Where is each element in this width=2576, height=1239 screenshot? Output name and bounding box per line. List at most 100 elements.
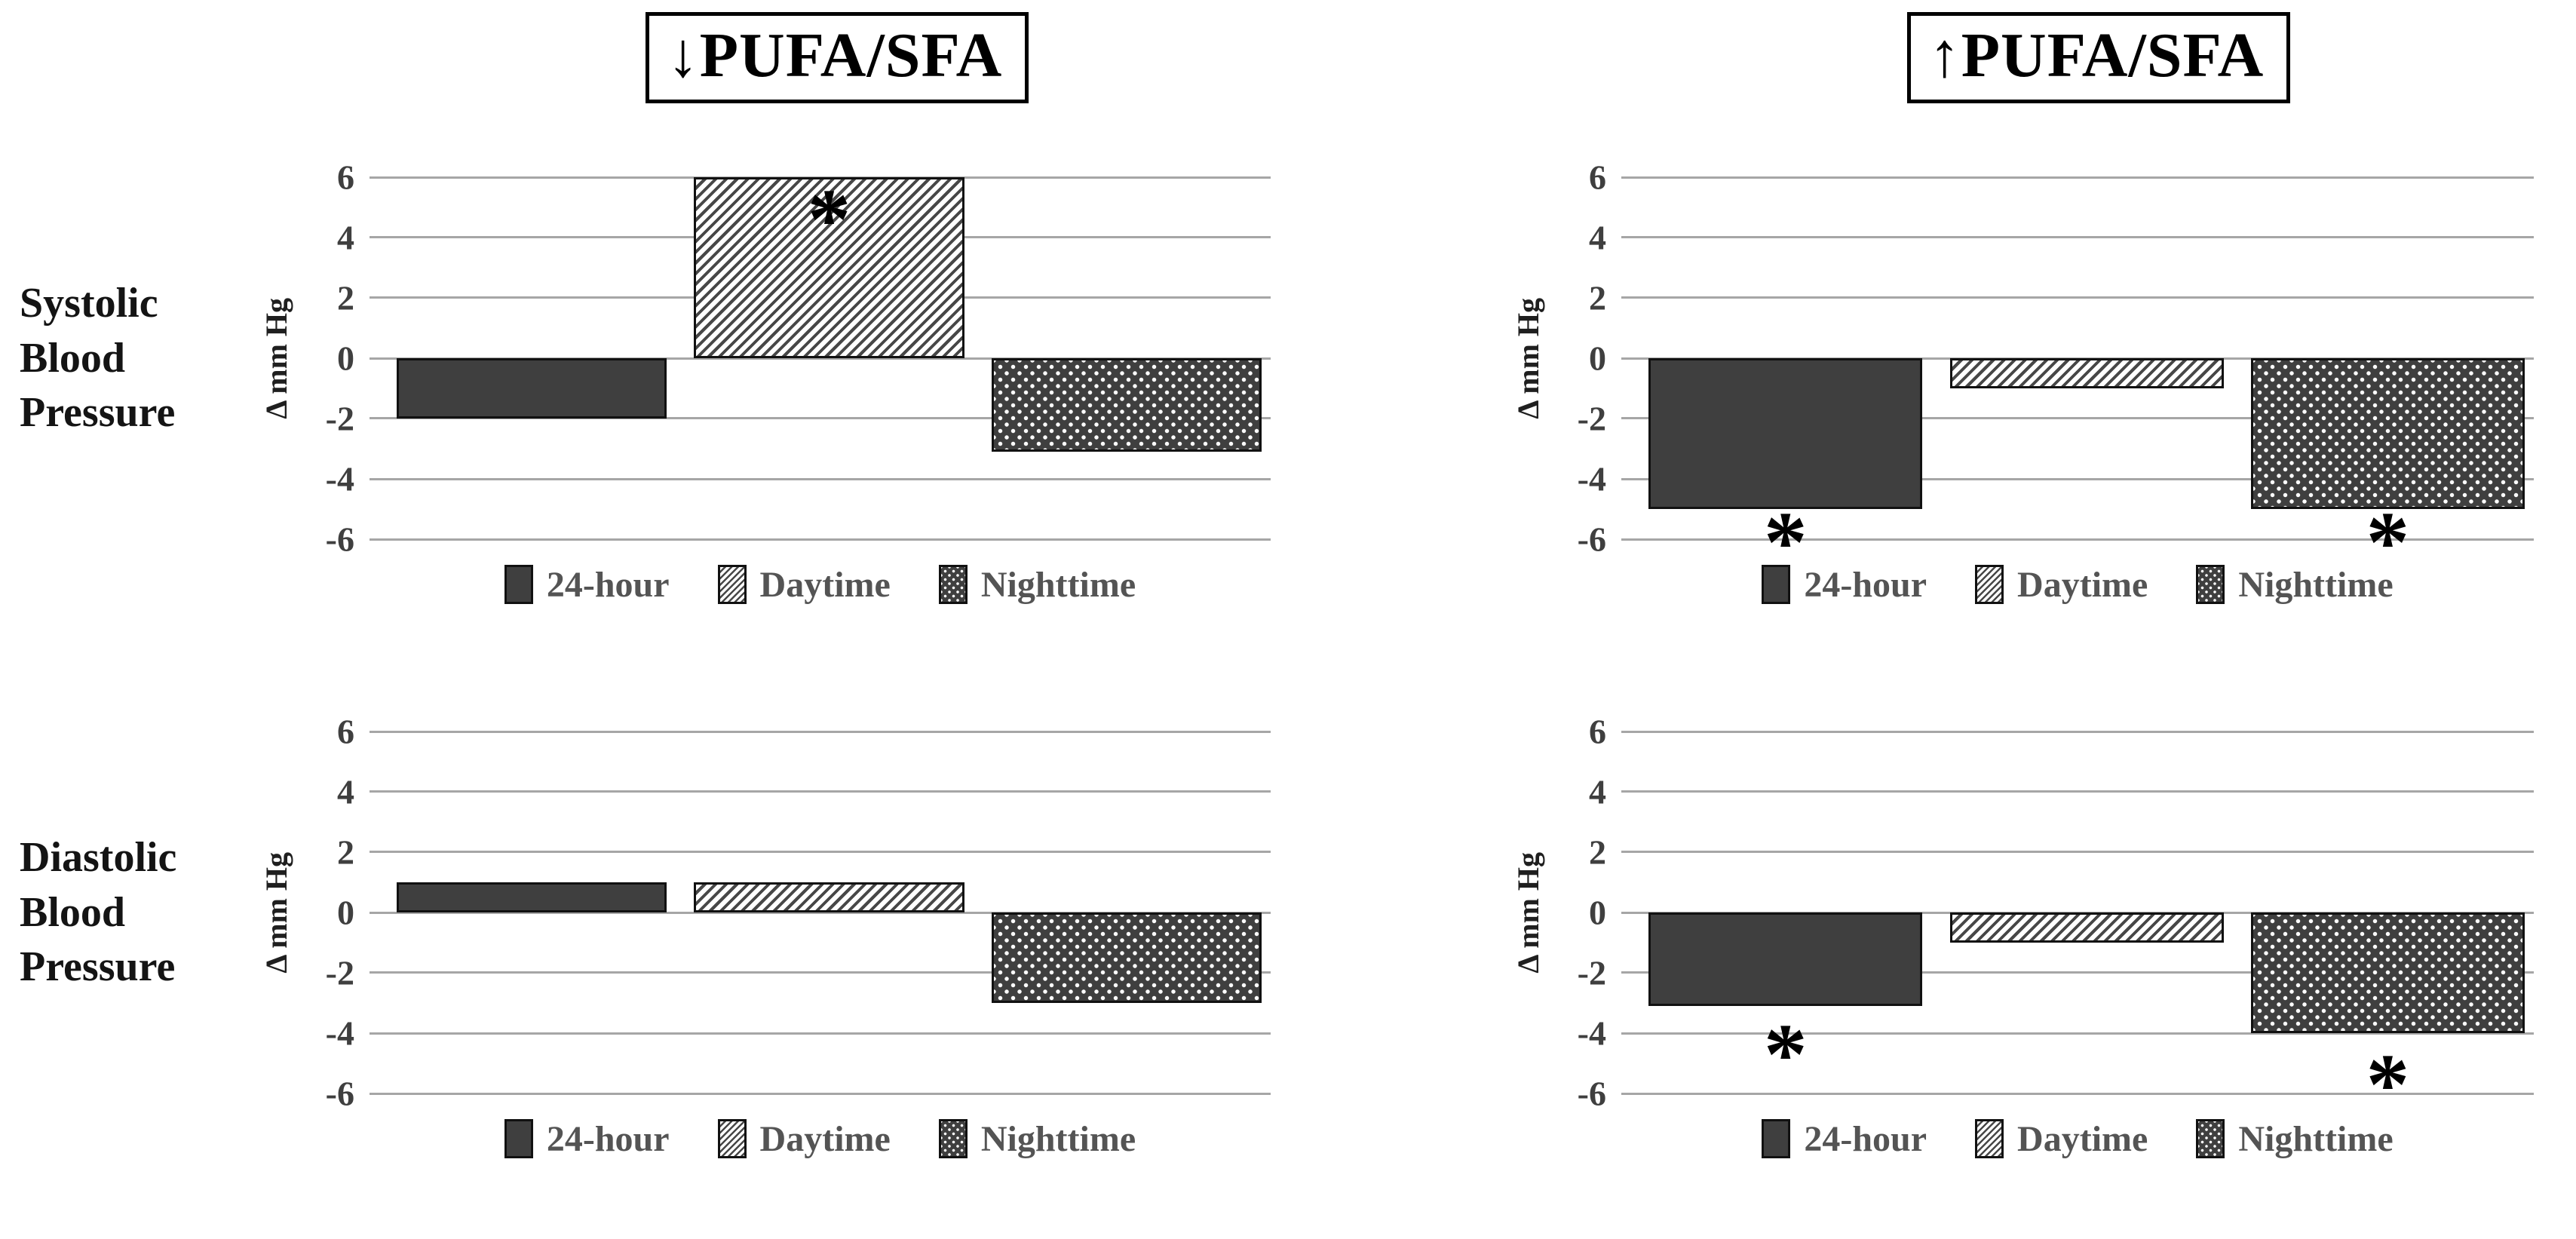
- legend-swatch-solid: [1762, 565, 1791, 604]
- y-tick-label--2: -2: [325, 399, 354, 438]
- significance-asterisk-nighttime: *: [2366, 1036, 2410, 1133]
- legend-swatch-dots: [938, 1119, 968, 1158]
- y-tick-label-0: 0: [337, 339, 354, 378]
- y-axis-ticks: 6 4 2 0 -2 -4 -6: [1546, 158, 1621, 559]
- gridline--4: [1621, 477, 2534, 480]
- y-tick-label--2: -2: [1577, 953, 1606, 992]
- legend-item-24-hour: 24-hour: [1762, 564, 1927, 606]
- bar-nighttime: [991, 912, 1262, 1003]
- y-axis-label: Δ mm Hg: [259, 851, 293, 974]
- legend-label: Nighttime: [980, 564, 1136, 605]
- y-tick-label-6: 6: [337, 158, 354, 197]
- gridline--6: [1621, 1092, 2534, 1095]
- y-tick-label--6: -6: [325, 520, 354, 559]
- gridline--2: [370, 971, 1271, 974]
- y-tick-label-0: 0: [337, 893, 354, 932]
- y-tick-label--6: -6: [325, 1074, 354, 1113]
- gridline--6: [1621, 538, 2534, 541]
- y-tick-label-2: 2: [1589, 278, 1606, 317]
- plot-diastolic-high: * *: [1621, 730, 2534, 1128]
- bar-daytime: [1949, 912, 2224, 943]
- legend-item-nighttime: Nighttime: [938, 1118, 1136, 1160]
- chart-panel-systolic-high: Δ mm Hg 6 4 2 0 -2 -4 -6 * * 24-hour Daytime Nigh…: [1305, 113, 2576, 630]
- y-tick-label--2: -2: [1577, 399, 1606, 438]
- bar-daytime: [694, 882, 964, 912]
- y-tick-label-6: 6: [337, 712, 354, 751]
- bar-24-hour: [1648, 358, 1923, 509]
- chart-panel-systolic-low: Systolic Blood Pressure Δ mm Hg 6 4 2 0 -2 -4…: [0, 113, 1305, 630]
- panel-title-low-pufa-sfa: ↓PUFA/SFA: [645, 12, 1029, 103]
- title-host-left: ↓PUFA/SFA: [370, 0, 1305, 113]
- y-tick-label-4: 4: [337, 772, 354, 811]
- y-tick-label-4: 4: [1589, 218, 1606, 257]
- gridline-0: [370, 911, 1271, 914]
- significance-asterisk-daytime: *: [807, 171, 851, 268]
- legend-label: Nighttime: [2238, 1118, 2394, 1159]
- gridline--2: [1621, 971, 2534, 974]
- legend-item-24-hour: 24-hour: [504, 564, 670, 606]
- legend-swatch-dots: [2196, 1119, 2225, 1158]
- legend-item-daytime: Daytime: [1975, 1118, 2148, 1160]
- gridline-4: [370, 790, 1271, 793]
- bar-nighttime: [2250, 358, 2525, 509]
- legend-systolic-low: 24-hour Daytime Nighttime: [370, 539, 1271, 630]
- legend-swatch-hatch: [717, 565, 747, 604]
- y-tick-label--4: -4: [1577, 1014, 1606, 1053]
- y-tick-label-2: 2: [337, 833, 354, 872]
- legend-swatch-solid: [504, 565, 533, 604]
- y-axis-ticks: 6 4 2 0 -2 -4 -6: [294, 713, 370, 1113]
- y-axis-label: Δ mm Hg: [1511, 851, 1545, 974]
- chart-panel-diastolic-low: Diastolic Blood Pressure Δ mm Hg 6 4 2 0 -2 -…: [0, 630, 1305, 1184]
- gridline--2: [1621, 417, 2534, 420]
- gridline-2: [1621, 851, 2534, 854]
- significance-asterisk-24-hour: *: [1764, 494, 1808, 590]
- legend-label: 24-hour: [1804, 564, 1927, 605]
- y-tick-label-4: 4: [1589, 772, 1606, 811]
- legend-item-24-hour: 24-hour: [504, 1118, 670, 1160]
- legend-swatch-dots: [938, 565, 968, 604]
- y-tick-label--4: -4: [325, 459, 354, 498]
- legend-item-24-hour: 24-hour: [1762, 1118, 1927, 1160]
- column-low-pufa-sfa: ↓PUFA/SFA Systolic Blood Pressure Δ mm H…: [0, 0, 1305, 1184]
- bar-24-hour: [1648, 912, 1923, 1006]
- legend-swatch-hatch: [1975, 1119, 2004, 1158]
- legend-label: 24-hour: [546, 1118, 670, 1159]
- legend-label: Daytime: [759, 1118, 891, 1159]
- legend-swatch-dots: [2196, 565, 2225, 604]
- y-tick-label--2: -2: [325, 953, 354, 992]
- gridline-6: [1621, 176, 2534, 179]
- legend-swatch-solid: [1762, 1119, 1791, 1158]
- bar-daytime: [694, 177, 964, 358]
- legend-swatch-solid: [504, 1119, 533, 1158]
- bar-nighttime: [2250, 912, 2525, 1033]
- gridline-6: [1621, 730, 2534, 733]
- gridline--4: [1621, 1032, 2534, 1035]
- legend-label: Daytime: [2017, 1118, 2148, 1159]
- chart-panel-diastolic-high: Δ mm Hg 6 4 2 0 -2 -4 -6 * * 24-hour Daytime Nigh…: [1305, 630, 2576, 1184]
- y-axis-label: Δ mm Hg: [259, 297, 293, 419]
- gridline-4: [1621, 236, 2534, 239]
- legend-label: Daytime: [759, 564, 891, 605]
- legend-item-daytime: Daytime: [1975, 564, 2148, 606]
- title-row-left: ↓PUFA/SFA: [0, 0, 1305, 113]
- legend-systolic-high: 24-hour Daytime Nighttime: [1621, 539, 2534, 630]
- y-tick-label--4: -4: [1577, 459, 1606, 498]
- y-tick-label-2: 2: [337, 278, 354, 317]
- gridline--6: [370, 538, 1271, 541]
- legend-label: Nighttime: [980, 1118, 1136, 1159]
- legend-item-daytime: Daytime: [717, 1118, 891, 1160]
- legend-label: Nighttime: [2238, 564, 2394, 605]
- y-tick-label-6: 6: [1589, 712, 1606, 751]
- y-tick-label-2: 2: [1589, 833, 1606, 872]
- plot-systolic-low: *: [370, 171, 1271, 541]
- legend-item-nighttime: Nighttime: [2196, 564, 2394, 606]
- legend-item-nighttime: Nighttime: [2196, 1118, 2394, 1160]
- y-tick-label-6: 6: [1589, 158, 1606, 197]
- gridline-6: [370, 730, 1271, 733]
- gridline--6: [370, 1092, 1271, 1095]
- gridline-4: [1621, 790, 2534, 793]
- gridline--4: [370, 1032, 1271, 1035]
- bar-daytime: [1949, 358, 2224, 388]
- legend-diastolic-high: 24-hour Daytime Nighttime: [1621, 1093, 2534, 1184]
